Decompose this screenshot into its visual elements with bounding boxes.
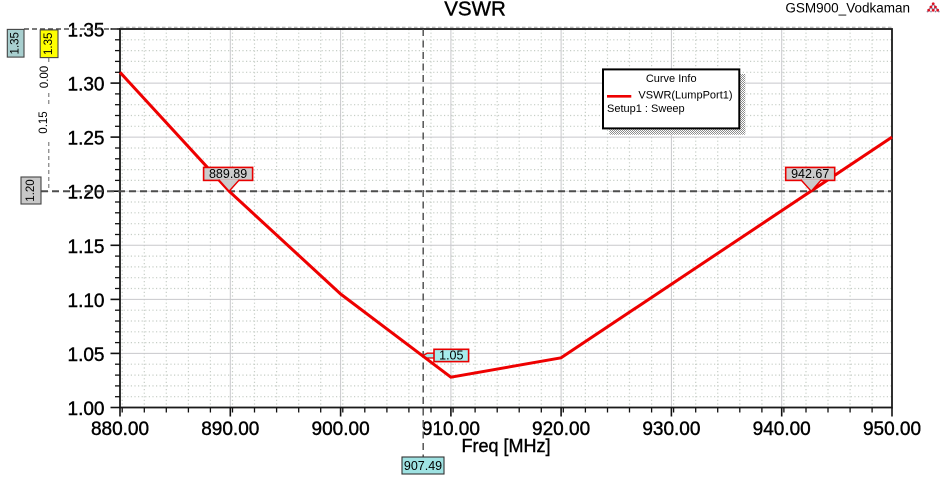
svg-text:930.00: 930.00 [642,419,700,440]
svg-text:1.20: 1.20 [68,183,105,204]
svg-text:1.30: 1.30 [68,75,105,96]
svg-text:1.05: 1.05 [68,345,105,366]
svg-text:890.00: 890.00 [201,419,259,440]
svg-text:1.10: 1.10 [68,291,105,312]
svg-text:VSWR(LumpPort1): VSWR(LumpPort1) [638,90,732,102]
svg-text:1.00: 1.00 [68,399,105,420]
svg-text:889.89: 889.89 [209,167,247,181]
svg-text:0.00: 0.00 [39,66,51,88]
svg-text:920.00: 920.00 [532,419,590,440]
svg-text:Curve Info: Curve Info [646,73,697,85]
svg-text:1.35: 1.35 [10,32,22,54]
svg-text:900.00: 900.00 [312,419,370,440]
svg-text:0.15: 0.15 [38,111,50,133]
svg-text:1.35: 1.35 [68,21,105,42]
svg-text:VSWR: VSWR [444,0,506,21]
svg-text:1.35: 1.35 [43,33,55,55]
svg-text:950.00: 950.00 [863,419,921,440]
svg-text:880.00: 880.00 [91,419,149,440]
svg-text:940.00: 940.00 [753,419,811,440]
svg-text:1.15: 1.15 [68,237,105,258]
svg-text:942.67: 942.67 [791,167,829,181]
svg-text:1.05: 1.05 [439,348,463,362]
svg-text:1.20: 1.20 [25,179,37,201]
svg-text:GSM900_Vodkaman: GSM900_Vodkaman [785,1,910,16]
svg-text:Setup1 : Sweep: Setup1 : Sweep [607,103,685,115]
svg-text:1.25: 1.25 [68,129,105,150]
svg-text:Freq [MHz]: Freq [MHz] [461,436,550,456]
svg-text:907.49: 907.49 [404,459,442,473]
svg-text:910.00: 910.00 [422,419,480,440]
